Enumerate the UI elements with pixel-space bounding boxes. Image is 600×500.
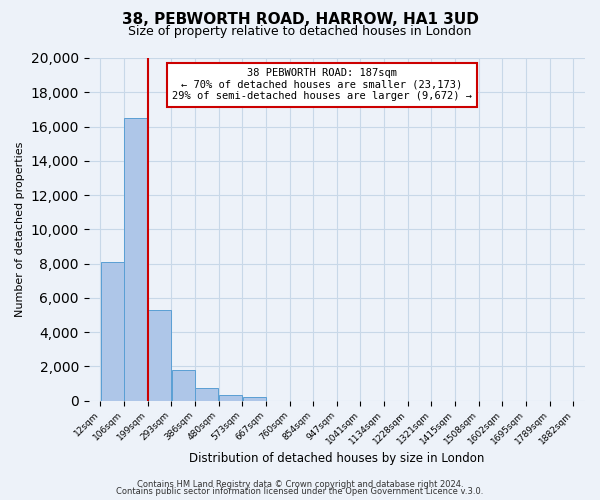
- Bar: [242, 397, 266, 400]
- Text: Contains public sector information licensed under the Open Government Licence v.: Contains public sector information licen…: [116, 487, 484, 496]
- Bar: [219, 396, 242, 400]
- Text: Size of property relative to detached houses in London: Size of property relative to detached ho…: [128, 25, 472, 38]
- Bar: [172, 370, 195, 400]
- Bar: [101, 262, 124, 400]
- X-axis label: Distribution of detached houses by size in London: Distribution of detached houses by size …: [189, 452, 485, 465]
- Text: Contains HM Land Registry data © Crown copyright and database right 2024.: Contains HM Land Registry data © Crown c…: [137, 480, 463, 489]
- Bar: [195, 388, 218, 400]
- Text: 38, PEBWORTH ROAD, HARROW, HA1 3UD: 38, PEBWORTH ROAD, HARROW, HA1 3UD: [122, 12, 478, 28]
- Bar: [124, 118, 148, 401]
- Bar: [148, 310, 171, 400]
- Text: 38 PEBWORTH ROAD: 187sqm
← 70% of detached houses are smaller (23,173)
29% of se: 38 PEBWORTH ROAD: 187sqm ← 70% of detach…: [172, 68, 472, 102]
- Y-axis label: Number of detached properties: Number of detached properties: [15, 142, 25, 317]
